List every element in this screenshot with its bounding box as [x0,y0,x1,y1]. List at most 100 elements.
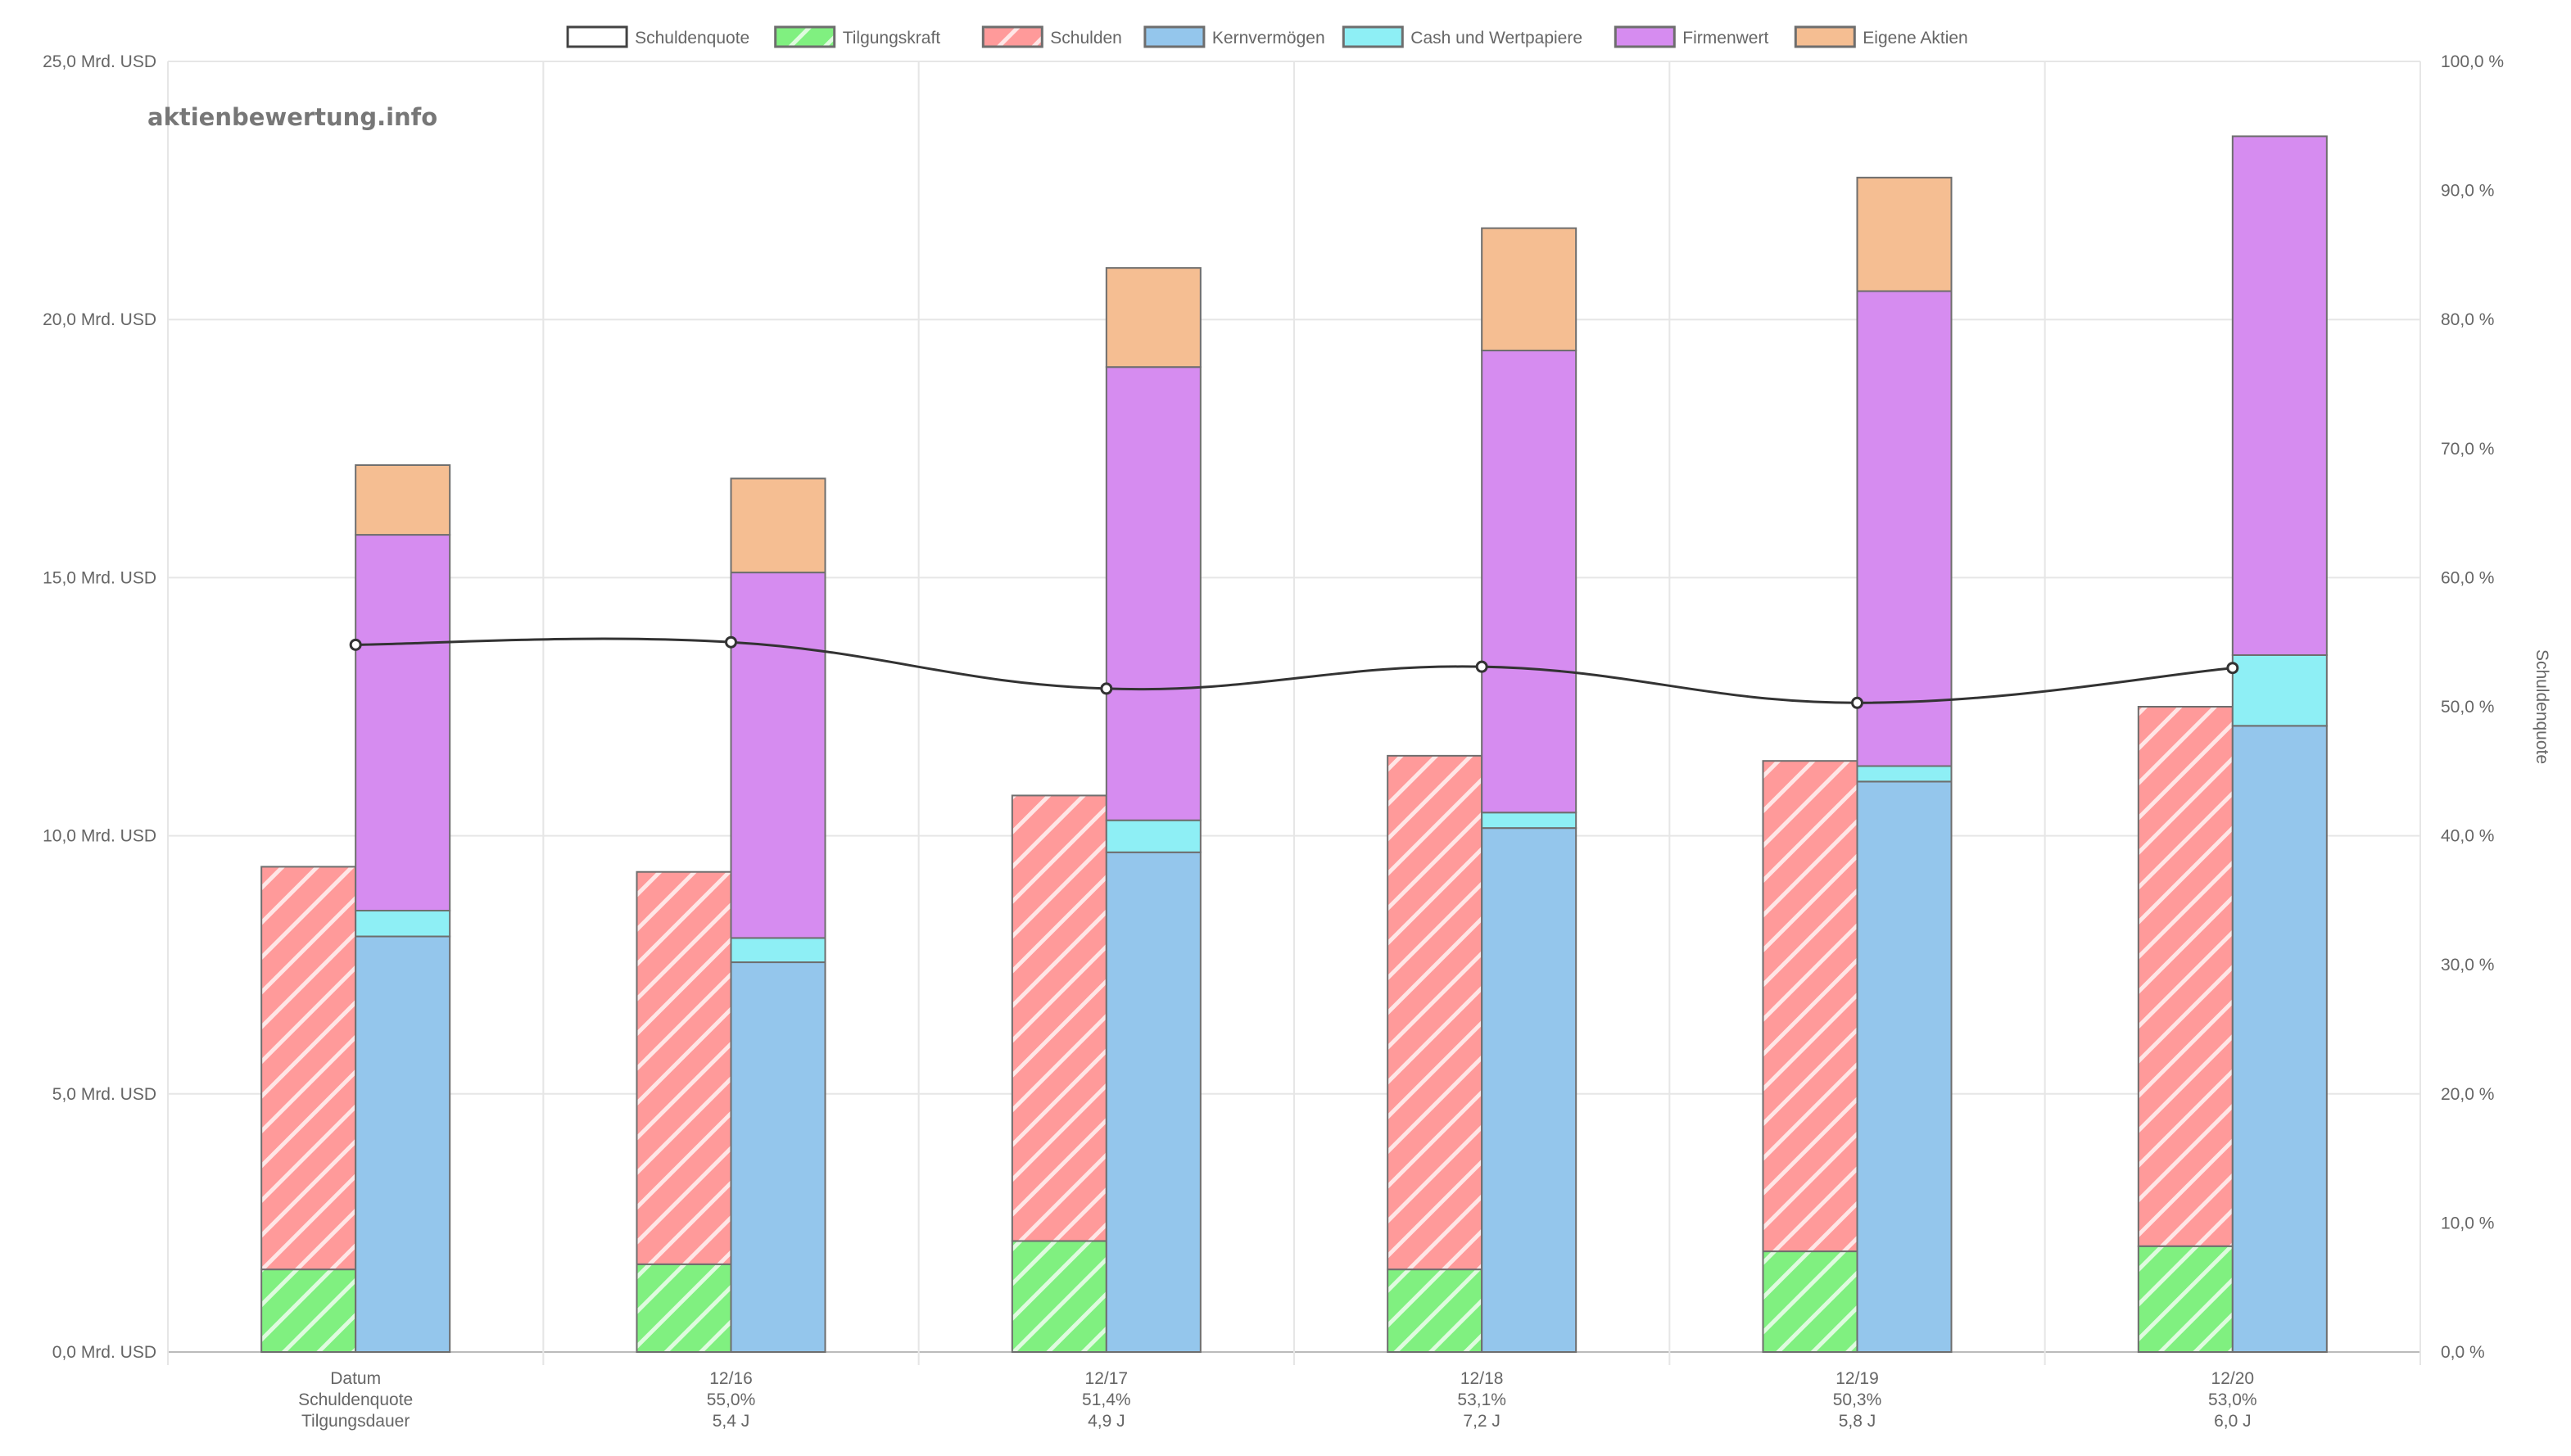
legend-label: Schulden [1050,29,1122,47]
schuldenquote-point [1100,682,1113,695]
bar-tilgungskraft [2137,1245,2234,1353]
y-left-tick-label: 5,0 Mrd. USD [52,1085,156,1104]
bar-cash-und-wertpapiere [1481,812,1577,830]
bar-kernvermoegen [730,961,826,1353]
schuldenquote-series-line [355,637,2233,704]
bar-kernvermoegen [355,935,451,1353]
y-right-tick-label: 80,0 % [2441,310,2494,329]
bar-tilgungskraft [636,1263,732,1354]
x-tick-label: 5,8 J [1839,1412,1876,1431]
watermark-text: aktienbewertung.info [147,103,437,131]
bar-firmenwert [355,534,451,912]
legend-swatch [1794,25,1856,48]
y-right-tick-label: 100,0 % [2441,52,2504,71]
bar-tilgungskraft [260,1268,357,1353]
legend-item[interactable]: Cash und Wertpapiere [1342,25,1582,48]
bar-kernvermoegen [1856,780,1953,1353]
bar-schulden [1762,760,1858,1253]
bar-eigene-aktien [1481,227,1577,352]
bar-eigene-aktien [1856,176,1953,292]
legend-swatch [774,25,836,48]
x-tick-label: 12/19 [1835,1369,1879,1388]
bar-firmenwert [2231,135,2328,656]
bar-tilgungskraft [1011,1240,1107,1353]
y-right-tick-label: 60,0 % [2441,568,2494,587]
legend-item[interactable]: Kernvermögen [1143,25,1325,48]
x-tick-label: Tilgungsdauer [301,1412,410,1431]
bar-cash-und-wertpapiere [1105,819,1202,853]
legend-item[interactable]: Schulden [981,25,1122,48]
y-left-tick-label: 0,0 Mrd. USD [52,1343,156,1362]
legend-label: Tilgungskraft [843,29,941,47]
y-right-tick-label: 10,0 % [2441,1214,2494,1232]
schuldenquote-point [349,638,362,651]
y-right-tick-label: 90,0 % [2441,182,2494,201]
legend-label: Cash und Wertpapiere [1410,29,1582,47]
x-tick-label: 12/16 [709,1369,753,1388]
y-left-tick-label: 10,0 Mrd. USD [43,827,156,846]
bar-kernvermoegen [2231,725,2328,1353]
x-tick-label: 6,0 J [2214,1412,2252,1431]
x-tick-label: 5,4 J [713,1412,750,1431]
legend-swatch [1342,25,1404,48]
schuldenquote-point [725,635,737,649]
bar-cash-und-wertpapiere [730,937,826,964]
bar-firmenwert [1481,350,1577,814]
legend-swatch [1143,25,1206,48]
x-tick-label: 12/17 [1085,1369,1129,1388]
legend-label: Eigene Aktien [1863,29,1967,47]
bar-firmenwert [1856,290,1953,767]
x-tick-label: Schuldenquote [298,1390,413,1409]
axes: 0,0 Mrd. USD 5,0 Mrd. USD 10,0 Mrd. USD 15,… [43,52,2551,1431]
legend-label: Schuldenquote [635,29,749,47]
y-left-tick-label: 20,0 Mrd. USD [43,310,156,329]
y-right-tick-label: 50,0 % [2441,698,2494,717]
x-tick-label: 53,0% [2208,1390,2257,1409]
legend-item[interactable]: Firmenwert [1614,25,1768,48]
bar-schulden [260,866,357,1271]
x-tick-label: 7,2 J [1463,1412,1501,1431]
bar-firmenwert [730,572,826,939]
bar-schulden [1387,754,1483,1271]
legend-swatch [1614,25,1676,48]
bar-tilgungskraft [1387,1268,1483,1353]
schuldenquote-point [1475,660,1488,673]
bar-tilgungskraft [1762,1250,1858,1354]
legend-swatch [566,25,628,48]
legend-item[interactable]: Tilgungskraft [774,25,941,48]
x-tick-label: 50,3% [1833,1390,1882,1409]
x-tick-label: 53,1% [1457,1390,1506,1409]
bar-schulden [2137,706,2234,1247]
bar-eigene-aktien [730,477,826,574]
x-tick-label: Datum [330,1369,381,1388]
legend-item[interactable]: Schuldenquote [566,25,749,48]
bar-schulden [636,870,732,1265]
y-right-axis-title: Schuldenquote [2533,649,2551,764]
y-right-tick-label: 0,0 % [2441,1343,2485,1362]
y-right-tick-label: 30,0 % [2441,956,2494,974]
grid-lines [167,61,2421,1365]
bar-cash-und-wertpapiere [355,910,451,938]
bars [260,135,2328,1354]
bar-schulden [1011,794,1107,1242]
y-right-tick-label: 70,0 % [2441,440,2494,459]
legend-item[interactable]: Eigene Aktien [1794,25,1968,48]
y-left-tick-label: 25,0 Mrd. USD [43,52,156,71]
schuldenquote-line [349,635,2239,709]
y-right-tick-label: 40,0 % [2441,827,2494,846]
schuldenquote-point [2226,662,2239,675]
schuldenquote-point [1851,696,1863,709]
legend-label: Firmenwert [1682,29,1768,47]
bar-kernvermoegen [1105,851,1202,1353]
bar-kernvermoegen [1481,827,1577,1353]
x-tick-label: 51,4% [1082,1390,1131,1409]
legend-swatch [981,25,1043,48]
bar-eigene-aktien [355,463,451,536]
bar-cash-und-wertpapiere [1856,765,1953,783]
x-tick-label: 55,0% [707,1390,756,1409]
y-right-tick-label: 20,0 % [2441,1085,2494,1104]
bar-eigene-aktien [1105,267,1202,369]
legend[interactable]: Schuldenquote Tilgungskraft Schulden Kernve… [566,25,1968,48]
legend-label: Kernvermögen [1212,29,1325,47]
